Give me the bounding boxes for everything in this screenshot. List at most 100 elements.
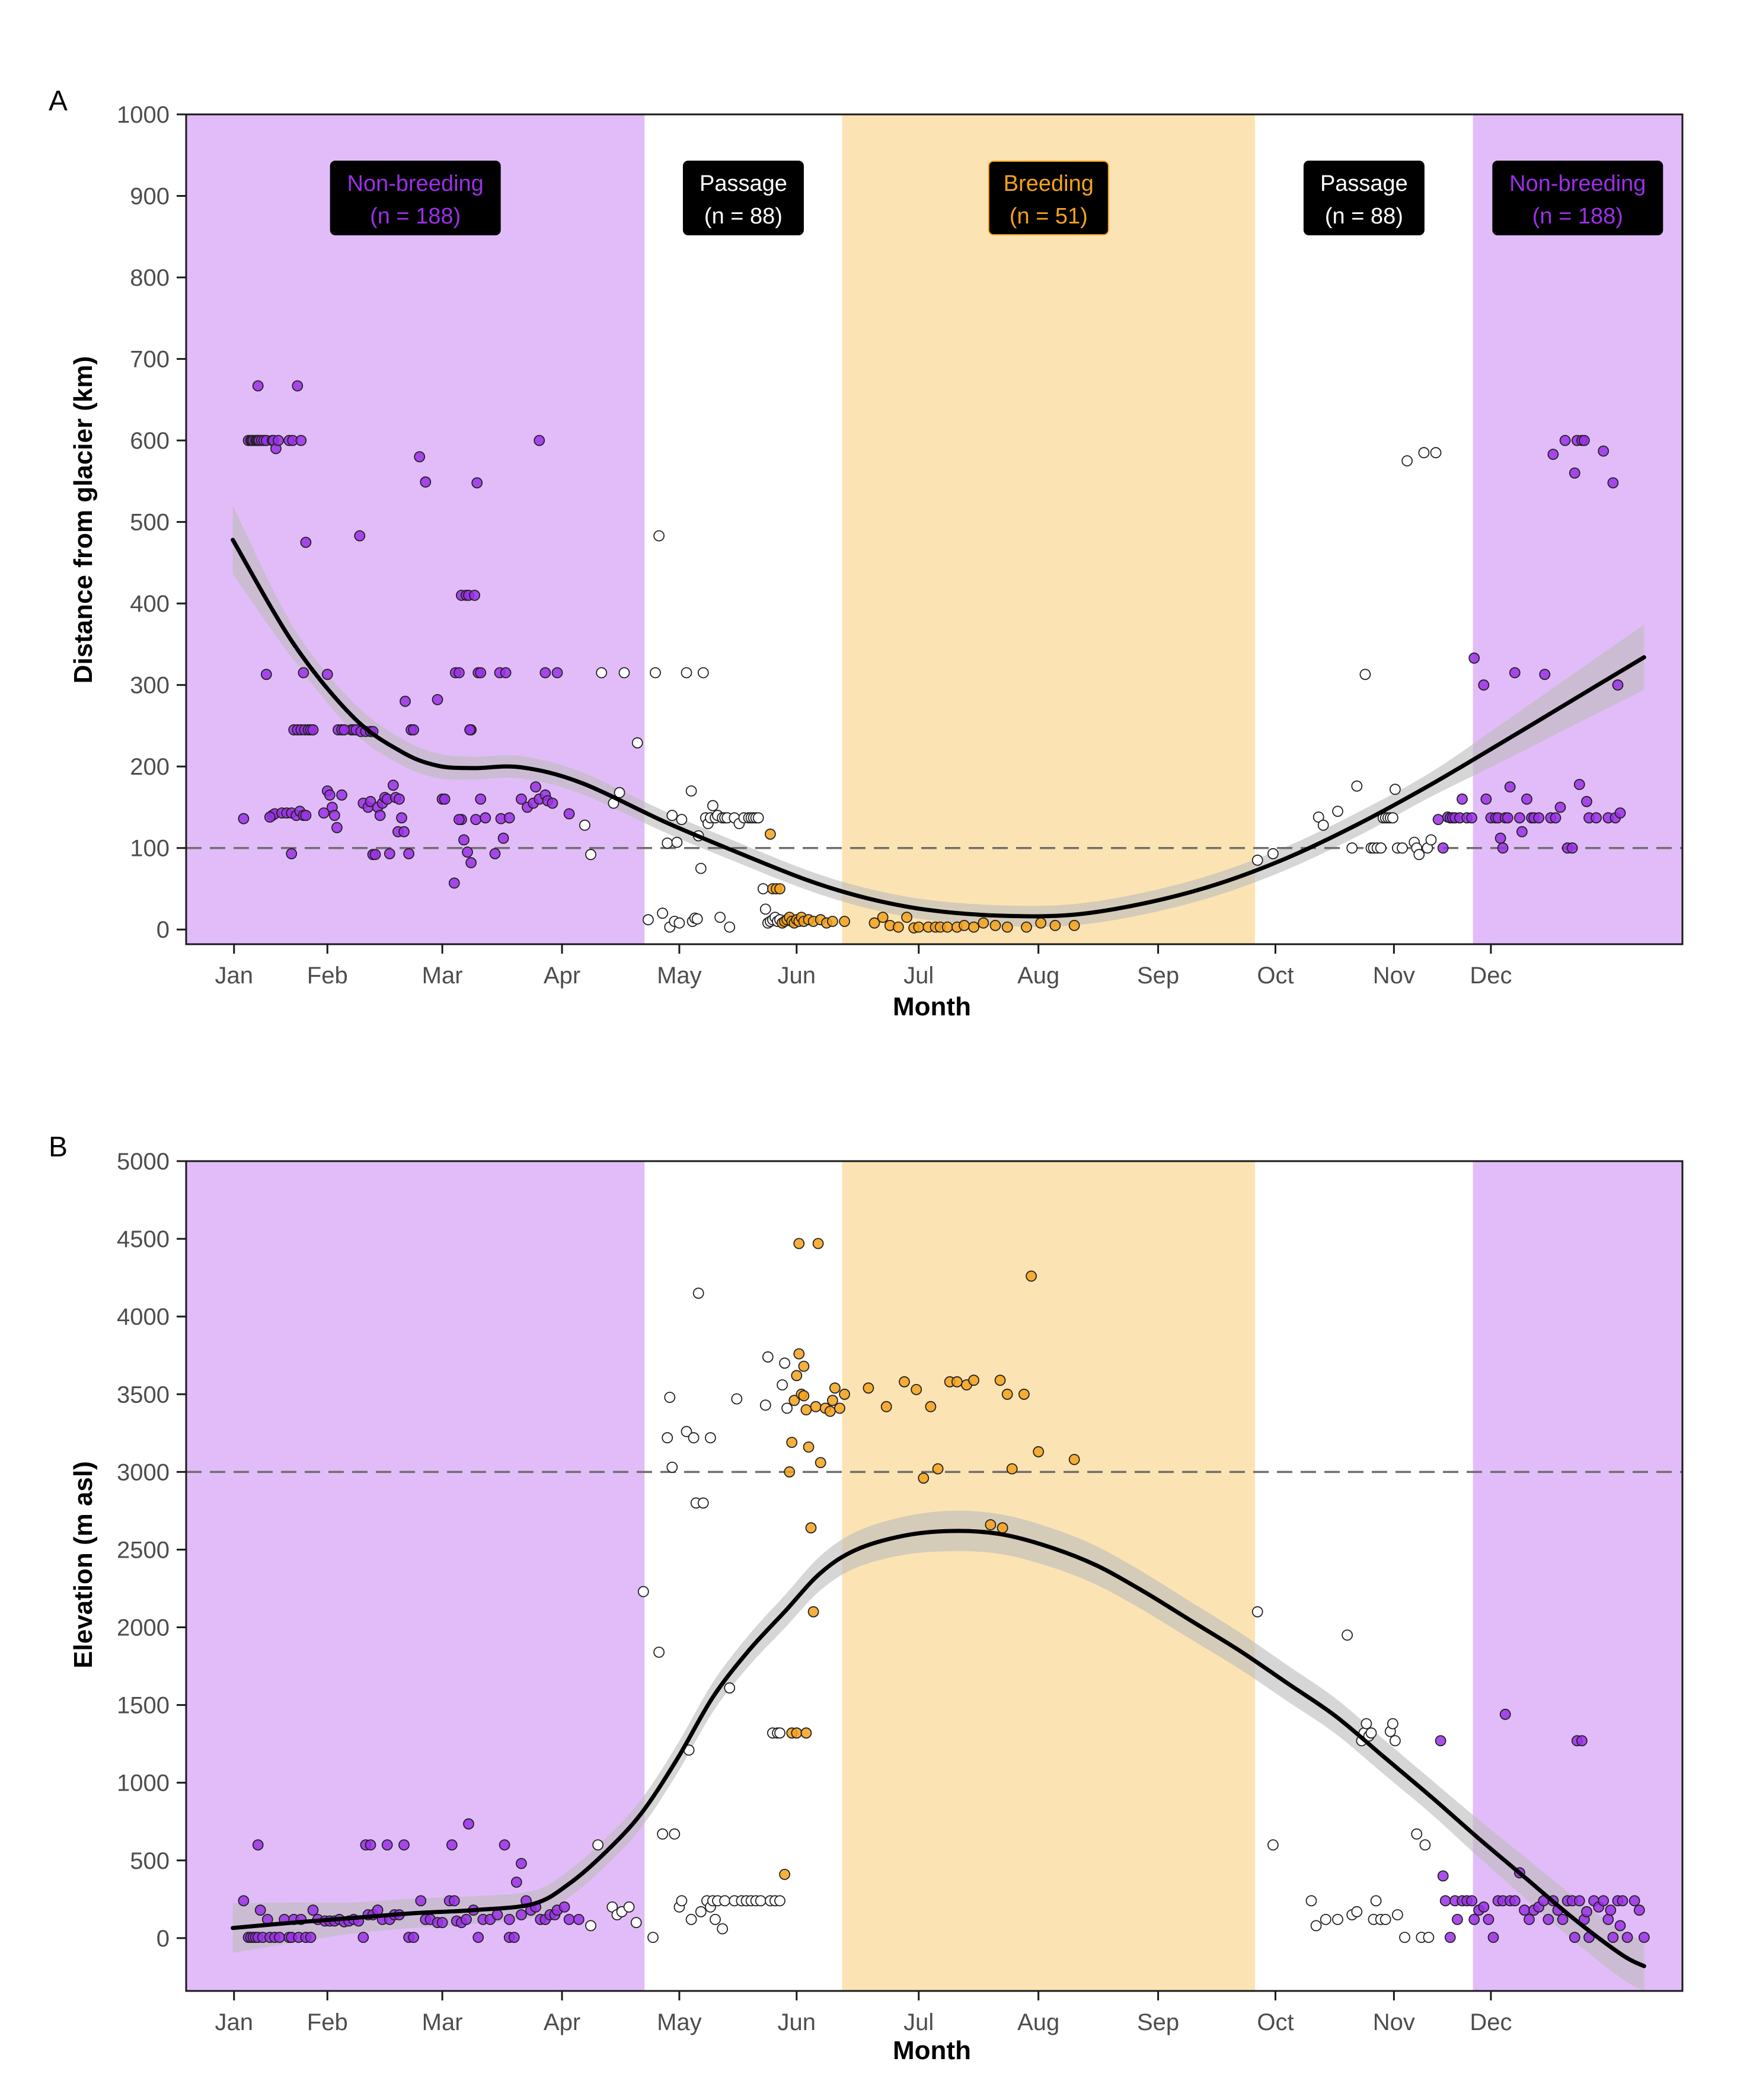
point-non_breeding-a-3-34 (1566, 842, 1578, 854)
point-breeding-b-2-32 (932, 1463, 944, 1475)
point-non_breeding-b-0-51 (446, 1839, 458, 1851)
season-labels-a: Non-breeding (n = 188) Passage (n = 88) Bree… (330, 161, 1663, 235)
x-tick-label-b-Nov: Nov (1373, 2009, 1415, 2035)
point-non_breeding-a-0-122 (539, 667, 551, 679)
point-non_breeding-b-0-56 (463, 1818, 474, 1830)
point-passage-a-1-59 (1351, 780, 1363, 792)
point-non_breeding-a-0-123 (500, 667, 512, 679)
season-count-br: (n = 51) (1010, 204, 1088, 229)
y-tick-label-a-800: 800 (130, 265, 170, 291)
season-band-p2-b (1255, 1161, 1473, 1991)
y-axis-a: 0 100 200 300 400 500 600 700 800 900 1000 (117, 102, 186, 943)
point-non_breeding-b-0-45 (415, 1895, 427, 1907)
plot-border-a (185, 113, 1684, 945)
point-passage-a-1-44 (752, 812, 764, 824)
point-passage-b-1-71 (1387, 1718, 1398, 1730)
point-breeding-b-2-20 (839, 1388, 850, 1400)
point-non_breeding-a-0-19 (292, 380, 304, 392)
point-breeding-b-2-28 (899, 1376, 910, 1388)
point-passage-a-1-16 (673, 917, 685, 929)
point-breeding-b-2-45 (997, 1522, 1008, 1534)
point-non_breeding-b-3-28 (1557, 1913, 1569, 1925)
point-passage-b-1-78 (1423, 1932, 1435, 1944)
point-passage-b-1-28 (710, 1913, 721, 1925)
point-non_breeding-b-3-42 (1607, 1932, 1619, 1944)
point-non_breeding-a-0-121 (563, 808, 575, 820)
point-passage-a-1-0 (579, 819, 590, 831)
point-non_breeding-b-3-11 (1478, 1901, 1490, 1913)
point-breeding-b-2-40 (1006, 1463, 1018, 1475)
x-tick-label-a-Nov: Nov (1373, 963, 1415, 989)
point-non_breeding-a-0-76 (396, 812, 407, 824)
y-tick-label-b-0: 0 (157, 1926, 170, 1952)
point-non_breeding-a-0-40 (238, 813, 250, 824)
point-non_breeding-a-0-106 (448, 877, 460, 889)
point-breeding-a-2-24 (901, 912, 912, 923)
point-non_breeding-a-0-95 (458, 834, 470, 846)
point-non_breeding-b-3-0 (1435, 1735, 1446, 1747)
x-tick-label-b-Jul: Jul (903, 2009, 934, 2035)
point-breeding-b-2-19 (834, 1402, 845, 1414)
point-passage-a-1-58 (1346, 842, 1358, 854)
season-label-p2: Passage (1320, 171, 1408, 196)
point-breeding-a-2-35 (989, 920, 1001, 931)
point-non_breeding-b-0-74 (558, 1901, 570, 1913)
point-passage-a-1-2 (596, 667, 608, 679)
point-passage-b-1-16 (676, 1895, 688, 1907)
y-tick-label-a-0: 0 (157, 917, 170, 943)
point-non_breeding-b-3-31 (1569, 1932, 1580, 1944)
smooth-curve-b (231, 1529, 1646, 1968)
point-non_breeding-b-0-6 (254, 1904, 266, 1916)
point-passage-a-1-56 (1317, 819, 1329, 831)
point-non_breeding-a-3-49 (1547, 449, 1559, 460)
point-passage-b-1-24 (697, 1497, 709, 1509)
point-breeding-b-2-1 (784, 1466, 796, 1478)
season-label-p1: Passage (700, 171, 787, 196)
point-non_breeding-b-3-48 (1638, 1932, 1650, 1944)
point-non_breeding-b-0-58 (472, 1932, 484, 1944)
season-band-nb1-a (186, 114, 645, 944)
point-non_breeding-a-0-20 (260, 669, 272, 680)
y-tick-label-b-3500: 3500 (117, 1382, 170, 1408)
point-passage-a-1-25 (697, 667, 709, 679)
panel-b: B 0 500 1000 1500 2000 2500 3000 3500 4000 4500 50… (49, 1131, 1684, 2065)
plot-frame-b (185, 1160, 1684, 1992)
point-non_breeding-a-0-42 (318, 807, 330, 819)
point-non_breeding-b-0-63 (503, 1913, 515, 1925)
point-non_breeding-a-0-58 (338, 724, 350, 736)
point-non_breeding-a-0-88 (454, 667, 465, 679)
point-breeding-b-2-7 (798, 1390, 810, 1402)
season-label-box-nb1 (330, 161, 501, 235)
point-passage-b-1-55 (1310, 1920, 1322, 1932)
point-breeding-b-2-31 (925, 1401, 937, 1412)
point-non_breeding-b-3-1 (1437, 1870, 1449, 1882)
point-non_breeding-b-0-75 (563, 1913, 575, 1925)
point-passage-b-1-49 (781, 1402, 793, 1414)
point-breeding-b-2-3 (788, 1395, 800, 1407)
point-non_breeding-a-0-47 (331, 822, 343, 833)
point-non_breeding-a-0-84 (432, 694, 443, 705)
point-passage-b-1-75 (1411, 1828, 1423, 1840)
point-breeding-b-2-13 (812, 1238, 824, 1249)
point-passage-a-1-18 (681, 667, 692, 679)
point-non_breeding-a-0-46 (329, 810, 340, 822)
x-tick-label-b-Apr: Apr (544, 2009, 580, 2035)
point-passage-a-1-64 (1375, 842, 1387, 854)
season-label-box-nb2 (1492, 161, 1663, 235)
point-non_breeding-b-3-9 (1468, 1913, 1480, 1925)
point-non_breeding-a-0-110 (503, 812, 515, 824)
point-passage-b-1-47 (777, 1379, 788, 1391)
point-non_breeding-b-3-50 (1614, 1920, 1626, 1932)
season-band-br-b (842, 1161, 1256, 1991)
point-non_breeding-a-3-48 (1614, 807, 1626, 819)
point-non_breeding-a-0-44 (324, 789, 336, 801)
point-passage-a-1-10 (657, 907, 668, 919)
point-breeding-a-2-18 (827, 916, 838, 927)
point-non_breeding-a-3-45 (1607, 477, 1619, 488)
season-bands-a (186, 114, 1682, 944)
x-tick-label-b-Feb: Feb (307, 2009, 348, 2035)
point-non_breeding-a-3-43 (1598, 445, 1610, 457)
point-non_breeding-a-0-112 (516, 793, 527, 805)
point-passage-b-1-5 (623, 1901, 635, 1913)
point-non_breeding-b-3-40 (1602, 1913, 1614, 1925)
